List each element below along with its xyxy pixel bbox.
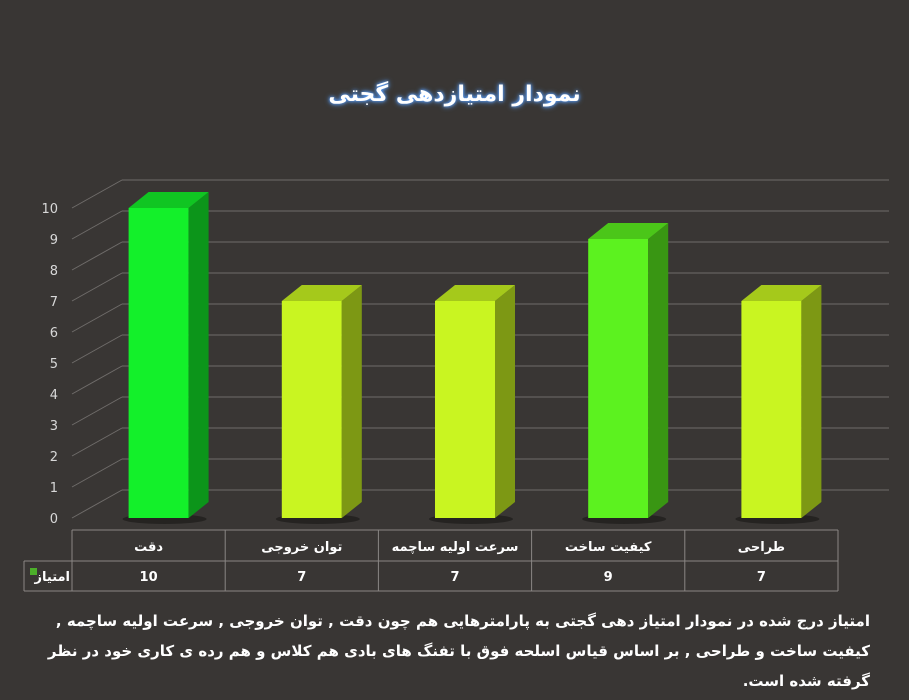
chart-title: نمودار امتیازدهی گجتی: [328, 82, 581, 107]
data-label: 7: [297, 570, 306, 585]
y-tick-label: 9: [50, 233, 58, 248]
x-category-label: توان خروجی: [261, 540, 342, 555]
gridline-depth: [71, 396, 123, 426]
data-label: 10: [140, 570, 158, 585]
chart-caption: امتیاز درج شده در نمودار امتیاز دهی گجتی…: [47, 612, 870, 690]
gridline-depth: [71, 334, 123, 364]
y-tick-label: 7: [50, 295, 58, 310]
y-tick-label: 10: [41, 202, 58, 217]
gridline-depth: [71, 179, 123, 209]
y-axis-ticks: 0 1 2 3 4 5 6 7 8 9 10: [41, 202, 58, 527]
gridline-depth: [71, 489, 123, 519]
x-category-label: کیفیت ساخت: [565, 540, 652, 555]
bar: [122, 192, 209, 524]
y-tick-label: 1: [50, 481, 58, 496]
gridline-depth: [71, 210, 123, 240]
x-category-label: طراحی: [738, 540, 785, 555]
bar-chart: 0 1 2 3 4 5 6 7 8 9 10 دقت 10 توان خروجی 7 سرعت اولیه …: [23, 179, 889, 592]
bar-front: [281, 301, 342, 518]
bar: [735, 285, 822, 524]
y-tick-label: 3: [50, 419, 58, 434]
bar-side: [341, 285, 362, 518]
data-label: 7: [757, 570, 766, 585]
data-label: 7: [450, 570, 459, 585]
gridline-depth: [71, 241, 123, 271]
bar: [582, 223, 669, 524]
y-tick-label: 4: [50, 388, 58, 403]
y-tick-label: 2: [50, 450, 58, 465]
y-tick-label: 5: [50, 357, 58, 372]
x-category-label: دقت: [134, 540, 163, 555]
bar-side: [495, 285, 515, 518]
bars: [122, 192, 822, 524]
gridline-depth: [71, 272, 123, 302]
gridline-depth: [71, 365, 123, 395]
y-tick-label: 0: [50, 512, 58, 527]
bar: [275, 285, 362, 524]
bar-side: [648, 223, 669, 518]
y-tick-label: 6: [50, 326, 58, 341]
bar-top: [588, 223, 669, 239]
gridline-depth: [71, 303, 123, 333]
bar: [429, 285, 515, 524]
y-tick-label: 8: [50, 264, 58, 279]
bar-top: [281, 285, 362, 301]
bar-side: [188, 192, 209, 518]
gridline-depth: [71, 427, 123, 457]
series-label: امتیاز: [34, 570, 70, 585]
bar-side: [801, 285, 822, 518]
bar-front: [435, 301, 495, 518]
x-category-label: سرعت اولیه ساچمه: [392, 540, 519, 555]
legend-key: [30, 568, 37, 575]
data-table: دقت 10 توان خروجی 7 سرعت اولیه ساچمه 7 کیفیت س…: [23, 529, 839, 592]
bar-front: [741, 301, 802, 518]
bar-top: [435, 285, 515, 301]
bar-top: [128, 192, 209, 208]
bar-front: [588, 239, 649, 518]
data-label: 9: [604, 570, 613, 585]
bar-front: [128, 208, 189, 518]
bar-top: [741, 285, 822, 301]
gridline-depth: [71, 458, 123, 488]
